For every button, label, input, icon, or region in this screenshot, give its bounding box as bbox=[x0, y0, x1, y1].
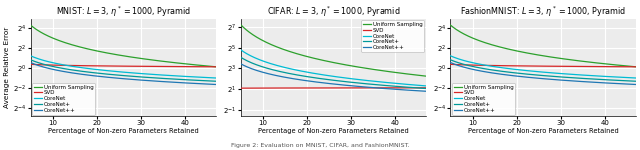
X-axis label: Percentage of Non-zero Parameters Retained: Percentage of Non-zero Parameters Retain… bbox=[258, 128, 408, 134]
Title: CIFAR: $L = 3$, $\eta^* = 1000$, Pyramid: CIFAR: $L = 3$, $\eta^* = 1000$, Pyramid bbox=[266, 4, 400, 19]
Legend: Uniform Sampling, SVD, CoreNet, CoreNet+, CoreNet++: Uniform Sampling, SVD, CoreNet, CoreNet+… bbox=[452, 83, 515, 115]
Legend: Uniform Sampling, SVD, CoreNet, CoreNet+, CoreNet++: Uniform Sampling, SVD, CoreNet, CoreNet+… bbox=[32, 83, 95, 115]
X-axis label: Percentage of Non-zero Parameters Retained: Percentage of Non-zero Parameters Retain… bbox=[468, 128, 618, 134]
Title: FashionMNIST: $L = 3$, $\eta^* = 1000$, Pyramid: FashionMNIST: $L = 3$, $\eta^* = 1000$, … bbox=[460, 4, 626, 19]
Text: Figure 2: Evaluation on MNIST, CIFAR, and FashionMNIST.: Figure 2: Evaluation on MNIST, CIFAR, an… bbox=[230, 144, 410, 148]
Y-axis label: Average Relative Error: Average Relative Error bbox=[4, 27, 10, 108]
Title: MNIST: $L = 3$, $\eta^* = 1000$, Pyramid: MNIST: $L = 3$, $\eta^* = 1000$, Pyramid bbox=[56, 4, 191, 19]
Legend: Uniform Sampling, SVD, CoreNet, CoreNet+, CoreNet++: Uniform Sampling, SVD, CoreNet, CoreNet+… bbox=[362, 20, 424, 52]
X-axis label: Percentage of Non-zero Parameters Retained: Percentage of Non-zero Parameters Retain… bbox=[48, 128, 198, 134]
